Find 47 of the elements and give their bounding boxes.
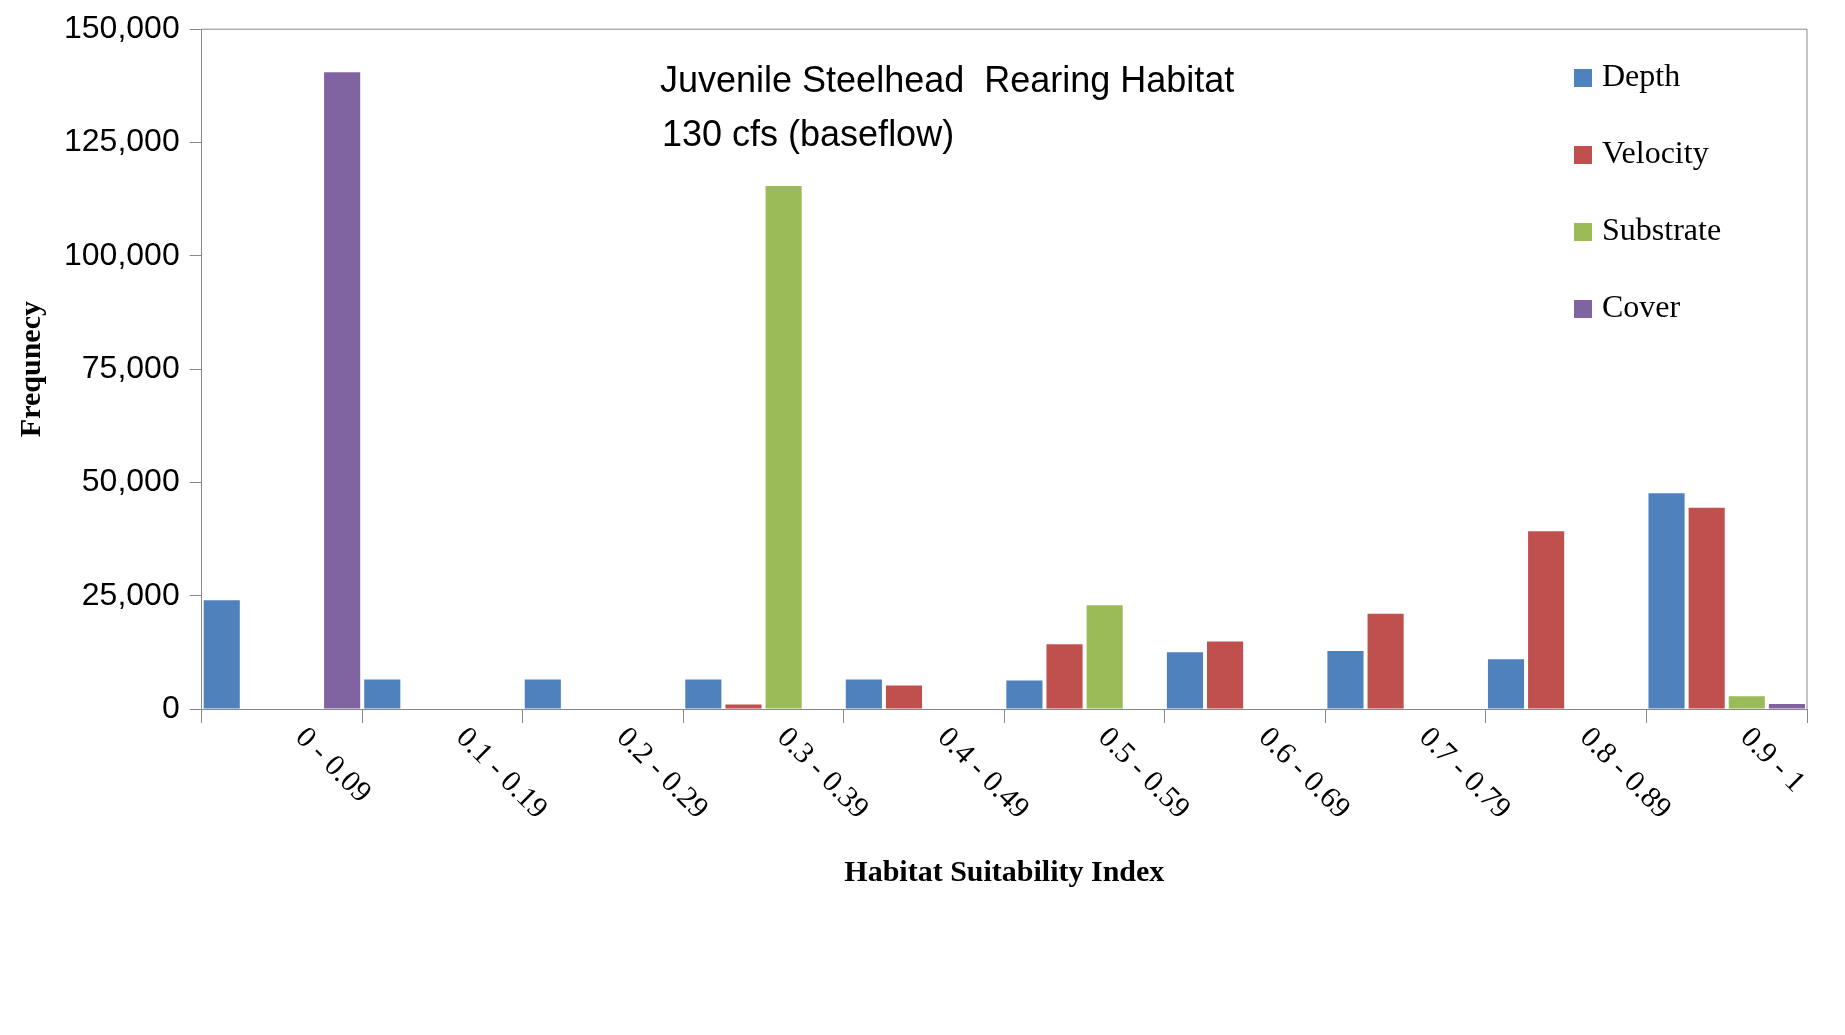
y-tick-label: 125,000 [64,122,180,159]
bar [324,72,361,709]
x-tick-label: 0.5 - 0.59 [1092,719,1198,825]
x-tick-label: 0.2 - 0.29 [611,719,716,825]
y-tick-label: 0 [161,688,180,725]
x-tick-label: 0.3 - 0.39 [771,719,877,825]
bar [1086,605,1123,709]
bar [725,704,762,709]
legend-label: Substrate [1602,211,1722,248]
bar [203,600,240,709]
x-tick-label: 0 - 0.09 [290,719,379,809]
text: 130 cfs (baseflow) [662,113,955,154]
x-tick-label: 0.8 - 0.89 [1574,719,1680,825]
text: Juvenile Steelhead Rearing Habitat [660,59,1235,100]
bar [1327,650,1364,709]
bar [524,679,561,709]
bar [1006,680,1043,709]
bar [1768,704,1805,709]
bar [1046,644,1083,709]
bar [1528,531,1565,709]
bar [1688,507,1725,709]
bar [685,679,722,709]
y-tick-label: 50,000 [81,462,180,499]
bar [845,679,882,709]
bar [1207,641,1244,709]
x-tick-label: 0.1 - 0.19 [450,719,556,825]
bar [364,679,401,709]
x-tick-label: 0.7 - 0.79 [1413,719,1519,825]
y-tick-label: 100,000 [64,235,180,272]
bar [1367,613,1404,709]
legend-label: Cover [1602,288,1681,325]
bar [1487,659,1525,709]
legend-label: Depth [1602,57,1681,94]
x-tick-label: 0.6 - 0.69 [1253,719,1358,825]
bar [1728,696,1765,709]
y-tick-label: 75,000 [81,348,180,385]
x-tick-label: 0.4 - 0.49 [932,719,1037,825]
y-tick-label: 25,000 [81,575,180,612]
legend-label: Velocity [1602,134,1709,171]
bar [1166,652,1203,709]
x-axis-title: Habitat Suitability Index [844,853,1165,887]
y-axis-title: Frequnecy [12,301,46,438]
bar [885,685,923,709]
bar [1648,493,1685,709]
bar [765,186,802,709]
x-tick-label: 0.9 - 1 [1734,719,1814,798]
y-tick-label: 150,000 [64,9,180,46]
